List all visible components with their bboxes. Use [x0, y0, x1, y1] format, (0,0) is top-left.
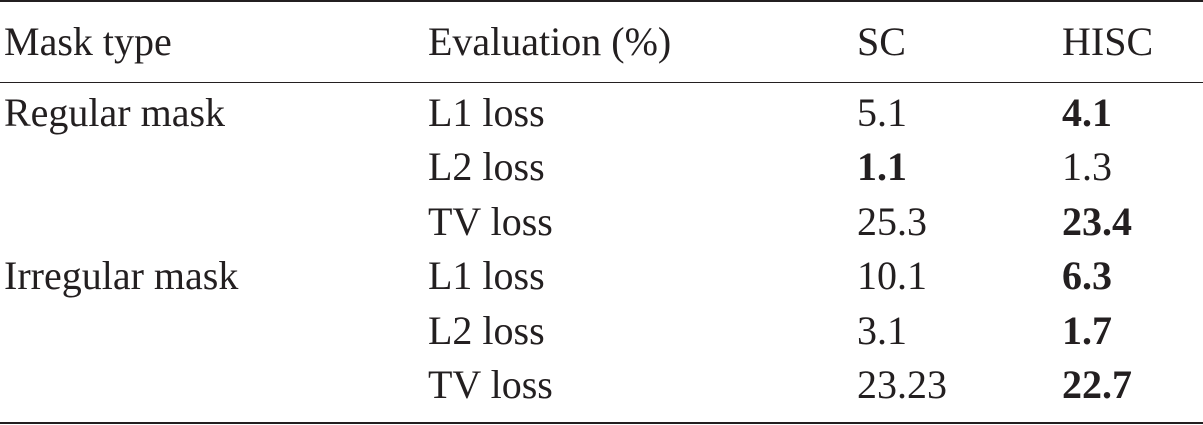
table-cell: 3.1: [857, 307, 907, 353]
header-cell: Evaluation (%): [428, 19, 672, 64]
header-cell: Mask type: [4, 19, 172, 64]
table-cell: 22.7: [1062, 362, 1132, 407]
header-cell: SC: [857, 19, 906, 64]
header-rule: [0, 82, 1203, 83]
table-cell: 1.1: [857, 144, 907, 190]
table-cell: 1.3: [1062, 144, 1112, 190]
table-cell: 10.1: [857, 253, 927, 299]
table-cell: 23.4: [1062, 198, 1132, 244]
table-cell: 6.3: [1062, 253, 1112, 299]
table-cell: 23.23: [857, 362, 947, 407]
table-cell: 1.7: [1062, 307, 1112, 353]
mask-type: Regular mask: [4, 90, 226, 135]
table-cell: L1 loss: [428, 253, 545, 299]
mask-type: Irregular mask: [4, 253, 239, 299]
table-cell: 25.3: [857, 198, 927, 244]
table-cell: L1 loss: [428, 90, 545, 135]
table-cell: TV loss: [428, 198, 553, 244]
table-cell: TV loss: [428, 362, 553, 407]
table-cell: 5.1: [857, 90, 907, 135]
table-cell: L2 loss: [428, 307, 545, 353]
table-cell: 4.1: [1062, 90, 1112, 135]
bottom-rule: [0, 422, 1203, 424]
top-rule: [0, 0, 1203, 2]
header-cell: HISC: [1062, 19, 1154, 64]
table-cell: L2 loss: [428, 144, 545, 190]
